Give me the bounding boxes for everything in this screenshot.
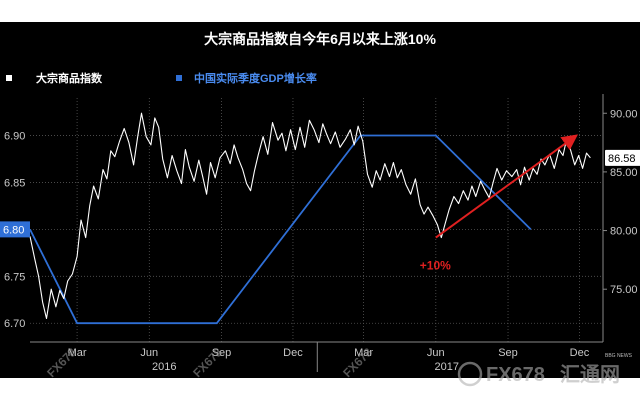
x-tick-label: Dec (283, 347, 303, 359)
gdp-value-badge (0, 221, 30, 238)
annotations: +10% (420, 134, 578, 273)
right-tick-label: 85.00 (610, 167, 638, 179)
left-tick-label: 6.70 (4, 318, 25, 330)
growth-label: +10% (420, 259, 451, 273)
gdp-series (29, 134, 532, 325)
commodity-last-value-badge (605, 149, 640, 166)
growth-arrow (435, 134, 578, 239)
legend-label-gdp: 中国实际季度GDP增长率 (194, 71, 317, 85)
x-tick-label: Sep (212, 347, 232, 359)
x-axis-ticks: Mar Jun Sep Dec Mar Jun Sep Dec 2016 2017 (68, 342, 590, 373)
right-axis-ticks: 75.00 80.00 85.00 90.00 (603, 108, 638, 296)
x-tick-label: Mar (354, 347, 373, 359)
gdp-line (29, 134, 532, 325)
left-tick-label: 6.75 (4, 271, 25, 283)
right-tick-label: 75.00 (610, 284, 638, 296)
right-tick-label: 80.00 (610, 226, 638, 238)
commodity-gdp-chart: 大宗商品指数自今年6月以来上涨10% 大宗商品指数 中国实际季度GDP增长率 6… (0, 31, 640, 373)
x-tick-label: Jun (427, 347, 445, 359)
left-tick-label: 6.85 (4, 177, 25, 189)
year-label: 2017 (435, 361, 459, 373)
commodity-line (29, 112, 591, 320)
legend-swatch-gdp (176, 75, 182, 81)
legend-label-commodity: 大宗商品指数 (36, 71, 103, 85)
value-badges: 86.58 6.80 (0, 149, 640, 238)
x-tick-label: Jun (140, 347, 158, 359)
grid-lines (30, 94, 604, 343)
commodity-series (29, 112, 591, 320)
x-tick-label: Sep (498, 347, 518, 359)
chart-title: 大宗商品指数自今年6月以来上涨10% (204, 31, 436, 47)
right-tick-label: 90.00 (610, 108, 638, 120)
legend-swatch-commodity (6, 75, 12, 81)
commodity-last-value: 86.58 (608, 153, 636, 165)
left-tick-label: 6.90 (4, 131, 25, 143)
x-tick-label: Mar (68, 347, 87, 359)
chart-frame: 大宗商品指数自今年6月以来上涨10% 大宗商品指数 中国实际季度GDP增长率 6… (0, 22, 640, 378)
year-label: 2016 (152, 361, 176, 373)
gdp-value: 6.80 (3, 224, 24, 236)
x-tick-label: Dec (570, 347, 590, 359)
